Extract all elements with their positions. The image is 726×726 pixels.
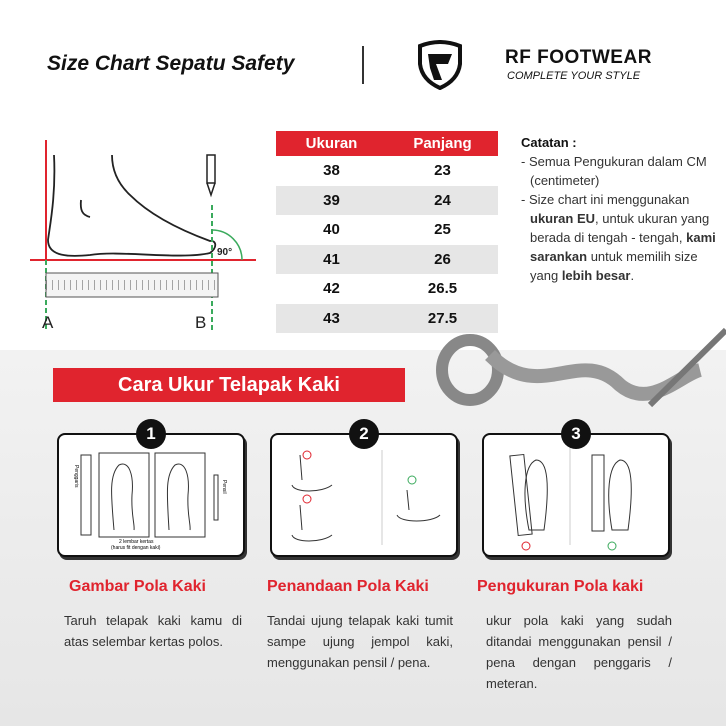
table-row: 38 23 — [276, 156, 498, 186]
length-cell: 26.5 — [427, 280, 458, 298]
step-3-card — [482, 433, 670, 557]
pencil-icon — [206, 154, 216, 198]
header-ukuran: Ukuran — [276, 131, 387, 156]
svg-text:Penggaris: Penggaris — [73, 465, 79, 488]
table-row: 41 26 — [276, 244, 498, 274]
note-item: - Size chart ini menggunakan ukuran EU, … — [521, 192, 716, 283]
svg-text:2 lembar kertas: 2 lembar kertas — [119, 539, 154, 545]
step-3-badge: 3 — [561, 419, 591, 449]
page-title: Size Chart Sepatu Safety — [47, 52, 295, 75]
table-row: 40 25 — [276, 215, 498, 245]
step-3-text: ukur pola kaki yang sudah ditandai mengg… — [486, 613, 672, 691]
header-panjang: Panjang — [387, 131, 498, 156]
header-divider — [362, 46, 364, 84]
length-cell: 27.5 — [387, 303, 498, 333]
ruler-icon — [45, 272, 219, 298]
brand-tagline: COMPLETE YOUR STYLE — [507, 70, 641, 82]
step-3-title: Pengukuran Pola kaki — [477, 578, 644, 595]
note-item: - Semua Pengukuran dalam CM (centimeter) — [521, 154, 707, 188]
angle-label: 90° — [217, 247, 232, 258]
brand-name: RF FOOTWEAR — [505, 47, 652, 68]
size-cell: 39 — [276, 185, 387, 215]
step-2-card — [270, 433, 458, 557]
step-1-title: Gambar Pola Kaki — [69, 578, 206, 595]
foot-paper-illustration: 2 lembar kertas (harus fit dengan kaki) … — [73, 452, 227, 551]
table-row: 42 26.5 — [276, 274, 498, 304]
length-cell: 25 — [434, 221, 451, 239]
step-1-text: Taruh telapak kaki kamu di atas selembar… — [64, 613, 242, 649]
svg-text:(harus fit dengan kaki): (harus fit dengan kaki) — [111, 545, 161, 551]
length-cell: 23 — [434, 162, 451, 180]
point-a-label: A — [42, 313, 54, 332]
table-row: 43 27.5 — [276, 303, 498, 333]
notes-title: Catatan : — [521, 135, 577, 150]
step-2-badge: 2 — [349, 419, 379, 449]
measuring-tape-icon — [436, 327, 726, 408]
step-1-badge: 1 — [136, 419, 166, 449]
brand-logo-icon — [418, 40, 462, 90]
size-cell: 42 — [323, 280, 340, 298]
size-table: Ukuran Panjang 38 23 39 24 40 25 41 26 42 26.5… — [276, 131, 498, 333]
length-cell: 24 — [387, 185, 498, 215]
foot-measure-diagram: 90° — [30, 140, 256, 330]
how-to-measure-banner: Cara Ukur Telapak Kaki — [53, 368, 405, 402]
svg-text:Pensil: Pensil — [221, 480, 227, 494]
table-row: 39 24 — [276, 185, 498, 215]
size-cell: 43 — [276, 303, 387, 333]
size-cell: 38 — [323, 162, 340, 180]
length-cell: 26 — [387, 244, 498, 274]
foot-measuring-illustration — [509, 445, 632, 551]
step-2-text: Tandai ujung telapak kaki tumit sampe uj… — [267, 613, 453, 670]
notes: Catatan : - Semua Pengukuran dalam CM (c… — [521, 133, 726, 285]
step-2-title: Penandaan Pola Kaki — [267, 578, 429, 595]
point-b-label: B — [195, 313, 207, 332]
size-cell: 40 — [323, 221, 340, 239]
foot-marking-illustration — [291, 450, 441, 545]
size-cell: 41 — [276, 244, 387, 274]
step-1-card: 2 lembar kertas (harus fit dengan kaki) … — [57, 433, 245, 557]
